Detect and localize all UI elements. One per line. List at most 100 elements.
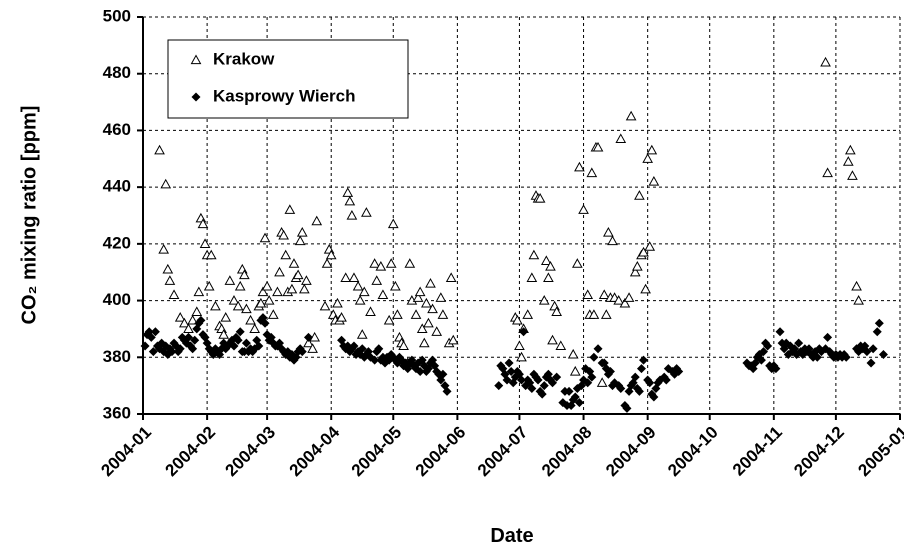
point [629,266,641,277]
y-tick-label: 360 [103,403,131,422]
point [146,332,156,342]
point [822,167,833,178]
point [551,306,563,317]
point [583,378,593,388]
legend-label: Krakow [213,49,275,68]
y-tick-label: 420 [103,233,131,252]
point [370,355,380,365]
point [552,372,562,382]
point [418,337,430,348]
point [158,243,170,254]
point [415,366,425,376]
point [191,306,203,317]
point [167,347,177,357]
point [771,364,781,374]
point [812,352,822,362]
point [634,386,644,396]
point [342,187,354,197]
point [175,344,185,354]
point [851,280,862,291]
point [775,327,785,337]
point [307,343,318,353]
point [235,327,245,337]
point [841,352,851,362]
point [522,309,534,319]
point [150,327,160,337]
point [506,366,516,376]
point [603,226,614,237]
point [140,341,150,351]
y-tick-label: 500 [103,6,131,25]
point [630,372,640,382]
point [437,309,449,319]
point [228,295,240,305]
point [184,332,194,342]
point [763,341,773,351]
point [352,280,364,291]
point [187,314,198,325]
point [514,340,525,351]
point [427,303,438,314]
point [369,258,380,268]
point [164,275,176,285]
x-axis-label: Date [490,525,533,547]
point [348,272,360,282]
point [421,297,432,308]
x-tick-label: 2005-01 [854,423,904,481]
point [199,238,211,248]
x-tick-label: 2004-05 [348,423,406,481]
point [574,398,584,408]
legend-label: Kasprowy Wierch [213,86,356,105]
point [272,286,283,297]
point [502,375,512,385]
point [547,334,558,345]
point [588,309,600,319]
point [615,133,627,144]
point [404,258,416,268]
point [325,249,337,260]
point [193,286,205,297]
point [183,323,194,334]
point [868,344,878,354]
point [431,326,443,336]
point [636,364,646,374]
point [593,344,603,354]
y-tick-label: 460 [103,120,131,139]
point [516,351,527,362]
legend-box [167,39,409,119]
point [383,314,395,325]
point [346,209,358,220]
point [820,56,831,67]
point [540,255,552,265]
point [613,295,625,305]
point [365,306,376,317]
point [416,323,428,334]
point [205,249,217,260]
point [232,300,244,311]
point [545,261,556,271]
y-tick-label: 480 [103,63,131,82]
point [319,300,331,311]
point [616,383,626,393]
point [571,258,583,268]
point [261,280,273,291]
point [377,289,389,299]
point [526,272,538,282]
point [644,241,656,251]
point [389,280,401,291]
point [241,303,252,314]
x-tick-label: 2004-01 [97,423,155,481]
point [445,272,457,282]
point [357,344,367,354]
point [284,204,296,214]
point [260,318,270,328]
point [301,275,312,285]
point [872,327,882,337]
point [878,349,888,359]
point [410,309,422,319]
point [646,144,658,155]
point [564,386,574,396]
point [392,309,403,319]
point [250,344,260,354]
